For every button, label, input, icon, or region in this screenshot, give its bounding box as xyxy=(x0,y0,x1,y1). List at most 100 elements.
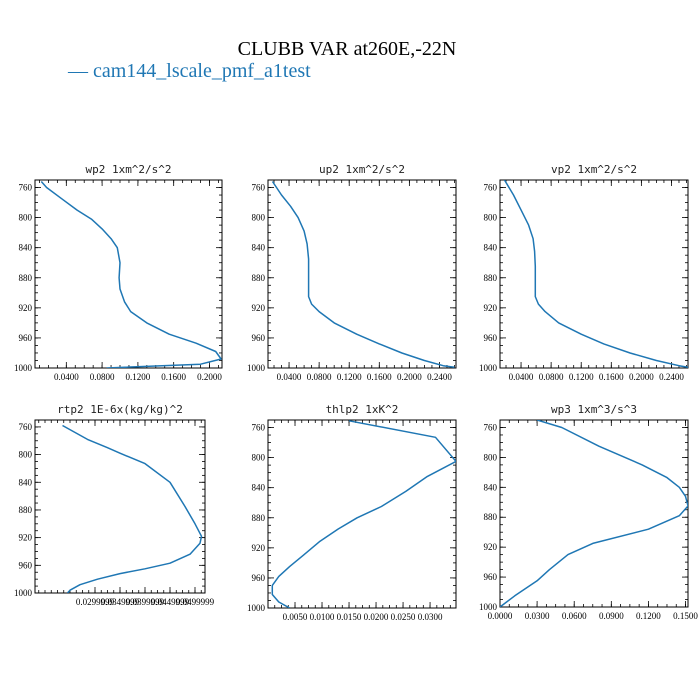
y-tick-label: 1000 xyxy=(14,588,33,598)
y-tick-label: 800 xyxy=(19,450,33,460)
x-tick-label: 0.2000 xyxy=(629,372,654,382)
y-tick-label: 1000 xyxy=(247,603,266,613)
y-tick-label: 960 xyxy=(484,333,498,343)
panels: wp2 1xm^2/s^2 760 800 840 880 920 960 1000 0.040… xyxy=(14,163,698,622)
y-tick-label: 800 xyxy=(252,453,266,463)
panel-1: wp2 1xm^2/s^2 760 800 840 880 920 960 1000 0.040… xyxy=(14,163,223,382)
series-line xyxy=(500,420,688,607)
y-tick-label: 760 xyxy=(484,422,498,432)
y-tick-label: 800 xyxy=(484,213,498,223)
y-tick-label: 1000 xyxy=(247,363,266,373)
figure-legend: — cam144_lscale_pmf_a1test xyxy=(67,60,311,82)
x-tick-label: 0.0200 xyxy=(364,612,389,622)
x-tick-label: 0.0300 xyxy=(525,611,550,621)
y-tick-label: 880 xyxy=(252,273,266,283)
x-tick-label: 0.0900 xyxy=(599,611,624,621)
x-tick-label: 0.2400 xyxy=(427,372,452,382)
plot-frame xyxy=(499,419,689,608)
x-tick-label: 0.0300 xyxy=(418,612,443,622)
y-tick-label: 840 xyxy=(19,243,33,253)
y-tick-label: 960 xyxy=(252,573,266,583)
y-tick-label: 960 xyxy=(252,333,266,343)
x-tick-label: 0.0800 xyxy=(307,372,332,382)
y-tick-label: 760 xyxy=(252,183,266,193)
y-tick-label: 880 xyxy=(19,273,33,283)
y-tick-label: 920 xyxy=(252,303,266,313)
series-line xyxy=(271,181,455,368)
y-tick-label: 920 xyxy=(484,542,498,552)
x-tick-label: 0.0150 xyxy=(337,612,362,622)
x-tick-label: 0.0499999 xyxy=(176,597,215,607)
x-tick-label: 0.0349999 xyxy=(101,597,140,607)
panel-title: thlp2 1xK^2 xyxy=(326,403,399,416)
x-tick-label: 0.0800 xyxy=(539,372,564,382)
panel-2: up2 1xm^2/s^2 760 800 840 880 920 960 1000 0.040… xyxy=(247,163,457,382)
x-tick-label: 0.0299999 xyxy=(76,597,115,607)
y-tick-label: 840 xyxy=(19,477,33,487)
y-tick-label: 880 xyxy=(484,512,498,522)
series-line xyxy=(40,181,222,368)
panel-title: wp2 1xm^2/s^2 xyxy=(85,163,171,176)
panel-title: vp2 1xm^2/s^2 xyxy=(551,163,637,176)
y-tick-label: 760 xyxy=(19,422,33,432)
x-tick-label: 0.0449999 xyxy=(151,597,190,607)
y-tick-label: 920 xyxy=(19,533,33,543)
legend-entry: — cam144_lscale_pmf_a1test xyxy=(67,60,311,82)
x-tick-label: 0.0050 xyxy=(283,612,308,622)
y-tick-label: 1000 xyxy=(479,363,498,373)
figure-title: CLUBB VAR at260E,-22N xyxy=(238,38,457,60)
panel-4: rtp2 1E-6x(kg/kg)^2 760 800 840 880 920 960 100… xyxy=(14,403,215,607)
x-tick-label: 0.0800 xyxy=(90,372,115,382)
x-tick-label: 0.0400 xyxy=(277,372,302,382)
y-tick-label: 800 xyxy=(484,452,498,462)
x-tick-label: 0.0400 xyxy=(509,372,534,382)
y-tick-label: 880 xyxy=(252,513,266,523)
x-tick-label: 0.1200 xyxy=(126,372,151,382)
series-line xyxy=(62,424,203,593)
y-tick-label: 880 xyxy=(484,273,498,283)
y-tick-label: 1000 xyxy=(479,602,498,612)
panel-6: wp3 1xm^3/s^3 760 800 840 880 920 960 10000.000… xyxy=(479,403,698,621)
y-tick-label: 920 xyxy=(484,303,498,313)
y-tick-label: 840 xyxy=(484,482,498,492)
x-tick-label: 0.2000 xyxy=(397,372,422,382)
plot-frame xyxy=(499,179,689,369)
y-tick-label: 800 xyxy=(19,213,33,223)
y-tick-label: 960 xyxy=(19,333,33,343)
x-tick-label: 0.1500 xyxy=(673,611,698,621)
plot-frame xyxy=(34,419,206,594)
y-tick-label: 760 xyxy=(19,183,33,193)
y-tick-label: 840 xyxy=(252,243,266,253)
plot-frame xyxy=(34,179,223,369)
y-tick-label: 800 xyxy=(252,213,266,223)
plot-frame xyxy=(267,179,457,369)
x-tick-label: 0.0000 xyxy=(488,611,513,621)
series-line xyxy=(271,420,456,608)
x-tick-label: 0.0250 xyxy=(391,612,416,622)
y-tick-label: 760 xyxy=(484,183,498,193)
y-tick-label: 760 xyxy=(252,423,266,433)
panel-title: up2 1xm^2/s^2 xyxy=(319,163,405,176)
x-tick-label: 0.0399999 xyxy=(126,597,165,607)
y-tick-label: 920 xyxy=(19,303,33,313)
y-tick-label: 880 xyxy=(19,505,33,515)
y-tick-label: 960 xyxy=(19,560,33,570)
panel-3: vp2 1xm^2/s^2 760 800 840 880 920 960 1000 0.040… xyxy=(479,163,689,382)
panel-title: rtp2 1E-6x(kg/kg)^2 xyxy=(57,403,183,416)
y-tick-label: 960 xyxy=(484,572,498,582)
x-tick-label: 0.1200 xyxy=(569,372,594,382)
x-tick-label: 0.0400 xyxy=(54,372,79,382)
x-tick-label: 0.1200 xyxy=(636,611,661,621)
y-tick-label: 920 xyxy=(252,543,266,553)
x-tick-label: 0.0100 xyxy=(310,612,335,622)
x-tick-label: 0.1600 xyxy=(367,372,392,382)
x-tick-label: 0.2000 xyxy=(197,372,222,382)
x-tick-label: 0.1600 xyxy=(161,372,186,382)
series-line xyxy=(503,180,688,368)
panel-title: wp3 1xm^3/s^3 xyxy=(551,403,637,416)
y-tick-label: 1000 xyxy=(14,363,33,373)
plot-frame xyxy=(267,419,457,609)
x-tick-label: 0.2400 xyxy=(659,372,684,382)
